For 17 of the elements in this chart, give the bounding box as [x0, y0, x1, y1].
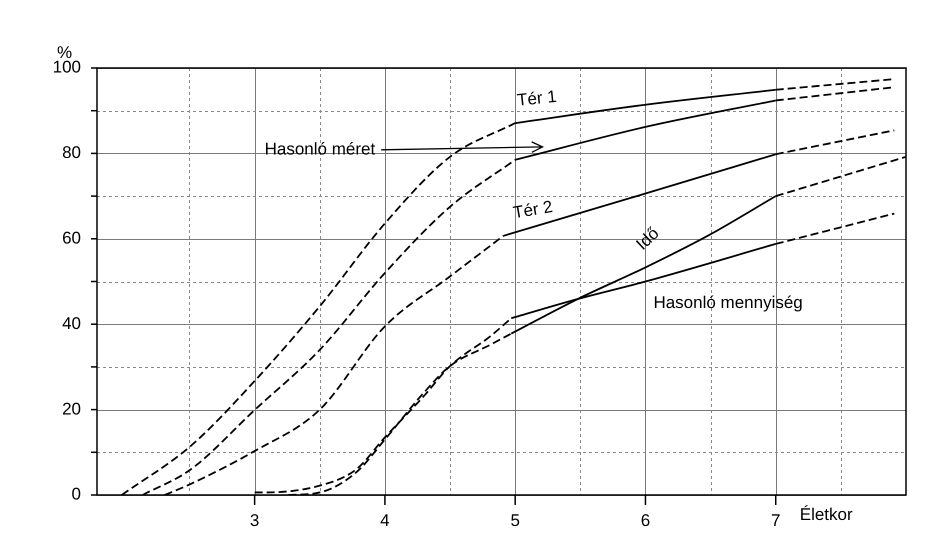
- x-tick-label: 3: [250, 510, 260, 530]
- y-tick-label: 100: [52, 58, 81, 77]
- text: Tér 2: [512, 196, 554, 222]
- y-tick-label: 80: [62, 143, 81, 162]
- y-tick-label: 20: [62, 399, 81, 418]
- x-tick-label: 7: [770, 510, 780, 530]
- text: Idő: [632, 224, 663, 254]
- y-tick-label: 60: [62, 228, 81, 248]
- series-label: Hasonló mennyiség: [653, 293, 803, 312]
- x-tick-label: 4: [380, 510, 390, 530]
- x-tick-label: 5: [510, 510, 520, 530]
- y-tick-label: 40: [62, 314, 81, 333]
- text: Tér 1: [516, 86, 558, 110]
- text: Hasonló méret: [264, 139, 376, 158]
- x-axis-title: Életkor: [800, 505, 853, 524]
- x-tick-label: 6: [640, 510, 650, 530]
- y-tick-label: 0: [72, 484, 81, 504]
